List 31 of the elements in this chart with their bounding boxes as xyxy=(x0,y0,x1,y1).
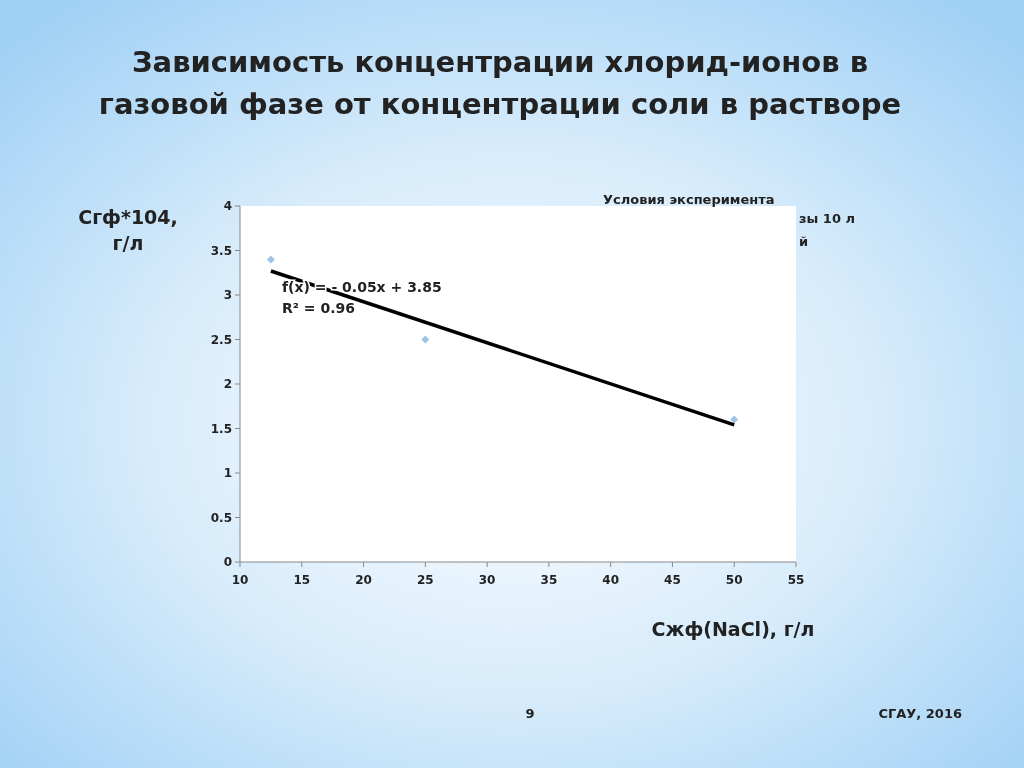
annotation: R² = 0.96 xyxy=(282,300,355,316)
y-tick-label: 3.5 xyxy=(210,243,232,258)
point xyxy=(421,335,430,344)
y-tick-label: 3 xyxy=(223,288,232,303)
y-tick-label: 1 xyxy=(223,466,232,481)
point xyxy=(266,255,275,264)
text: СГАУ, 2016 xyxy=(878,706,962,721)
y-tick-label: 2.5 xyxy=(210,332,232,347)
y-tick-label: 2 xyxy=(223,377,232,392)
y-tick-label: 1.5 xyxy=(210,421,232,436)
point xyxy=(730,415,739,424)
x-tick-label: 40 xyxy=(602,573,620,587)
x-tick-label: 15 xyxy=(293,573,311,587)
annotation: Условия эксперимента xyxy=(603,192,775,207)
x-tick-label: 10 xyxy=(231,573,249,587)
y-tick-label: 4 xyxy=(223,199,232,214)
chart-title: Зависимость концентрации хлорид-ионов в газовой фазе от концентрации соли в растворе xyxy=(98,45,902,121)
y-tick-label: 0 xyxy=(223,555,232,570)
y-tick-label: 0.5 xyxy=(210,510,232,525)
x-axis-title: Сжф(NaCl), г/л xyxy=(651,618,815,640)
x-tick-label: 55 xyxy=(787,573,805,587)
text: 9 xyxy=(525,706,535,721)
x-tick-label: 50 xyxy=(725,573,743,587)
x-tick-label: 25 xyxy=(416,573,434,587)
x-tick-label: 30 xyxy=(478,573,496,587)
x-tick-label: 35 xyxy=(540,573,558,587)
x-tick-label: 45 xyxy=(664,573,681,587)
text: зы 10 л xyxy=(799,211,855,226)
text: й xyxy=(798,234,808,249)
x-tick-label: 20 xyxy=(355,573,372,587)
y-axis-title: Сгф*104, г/л xyxy=(78,206,178,254)
